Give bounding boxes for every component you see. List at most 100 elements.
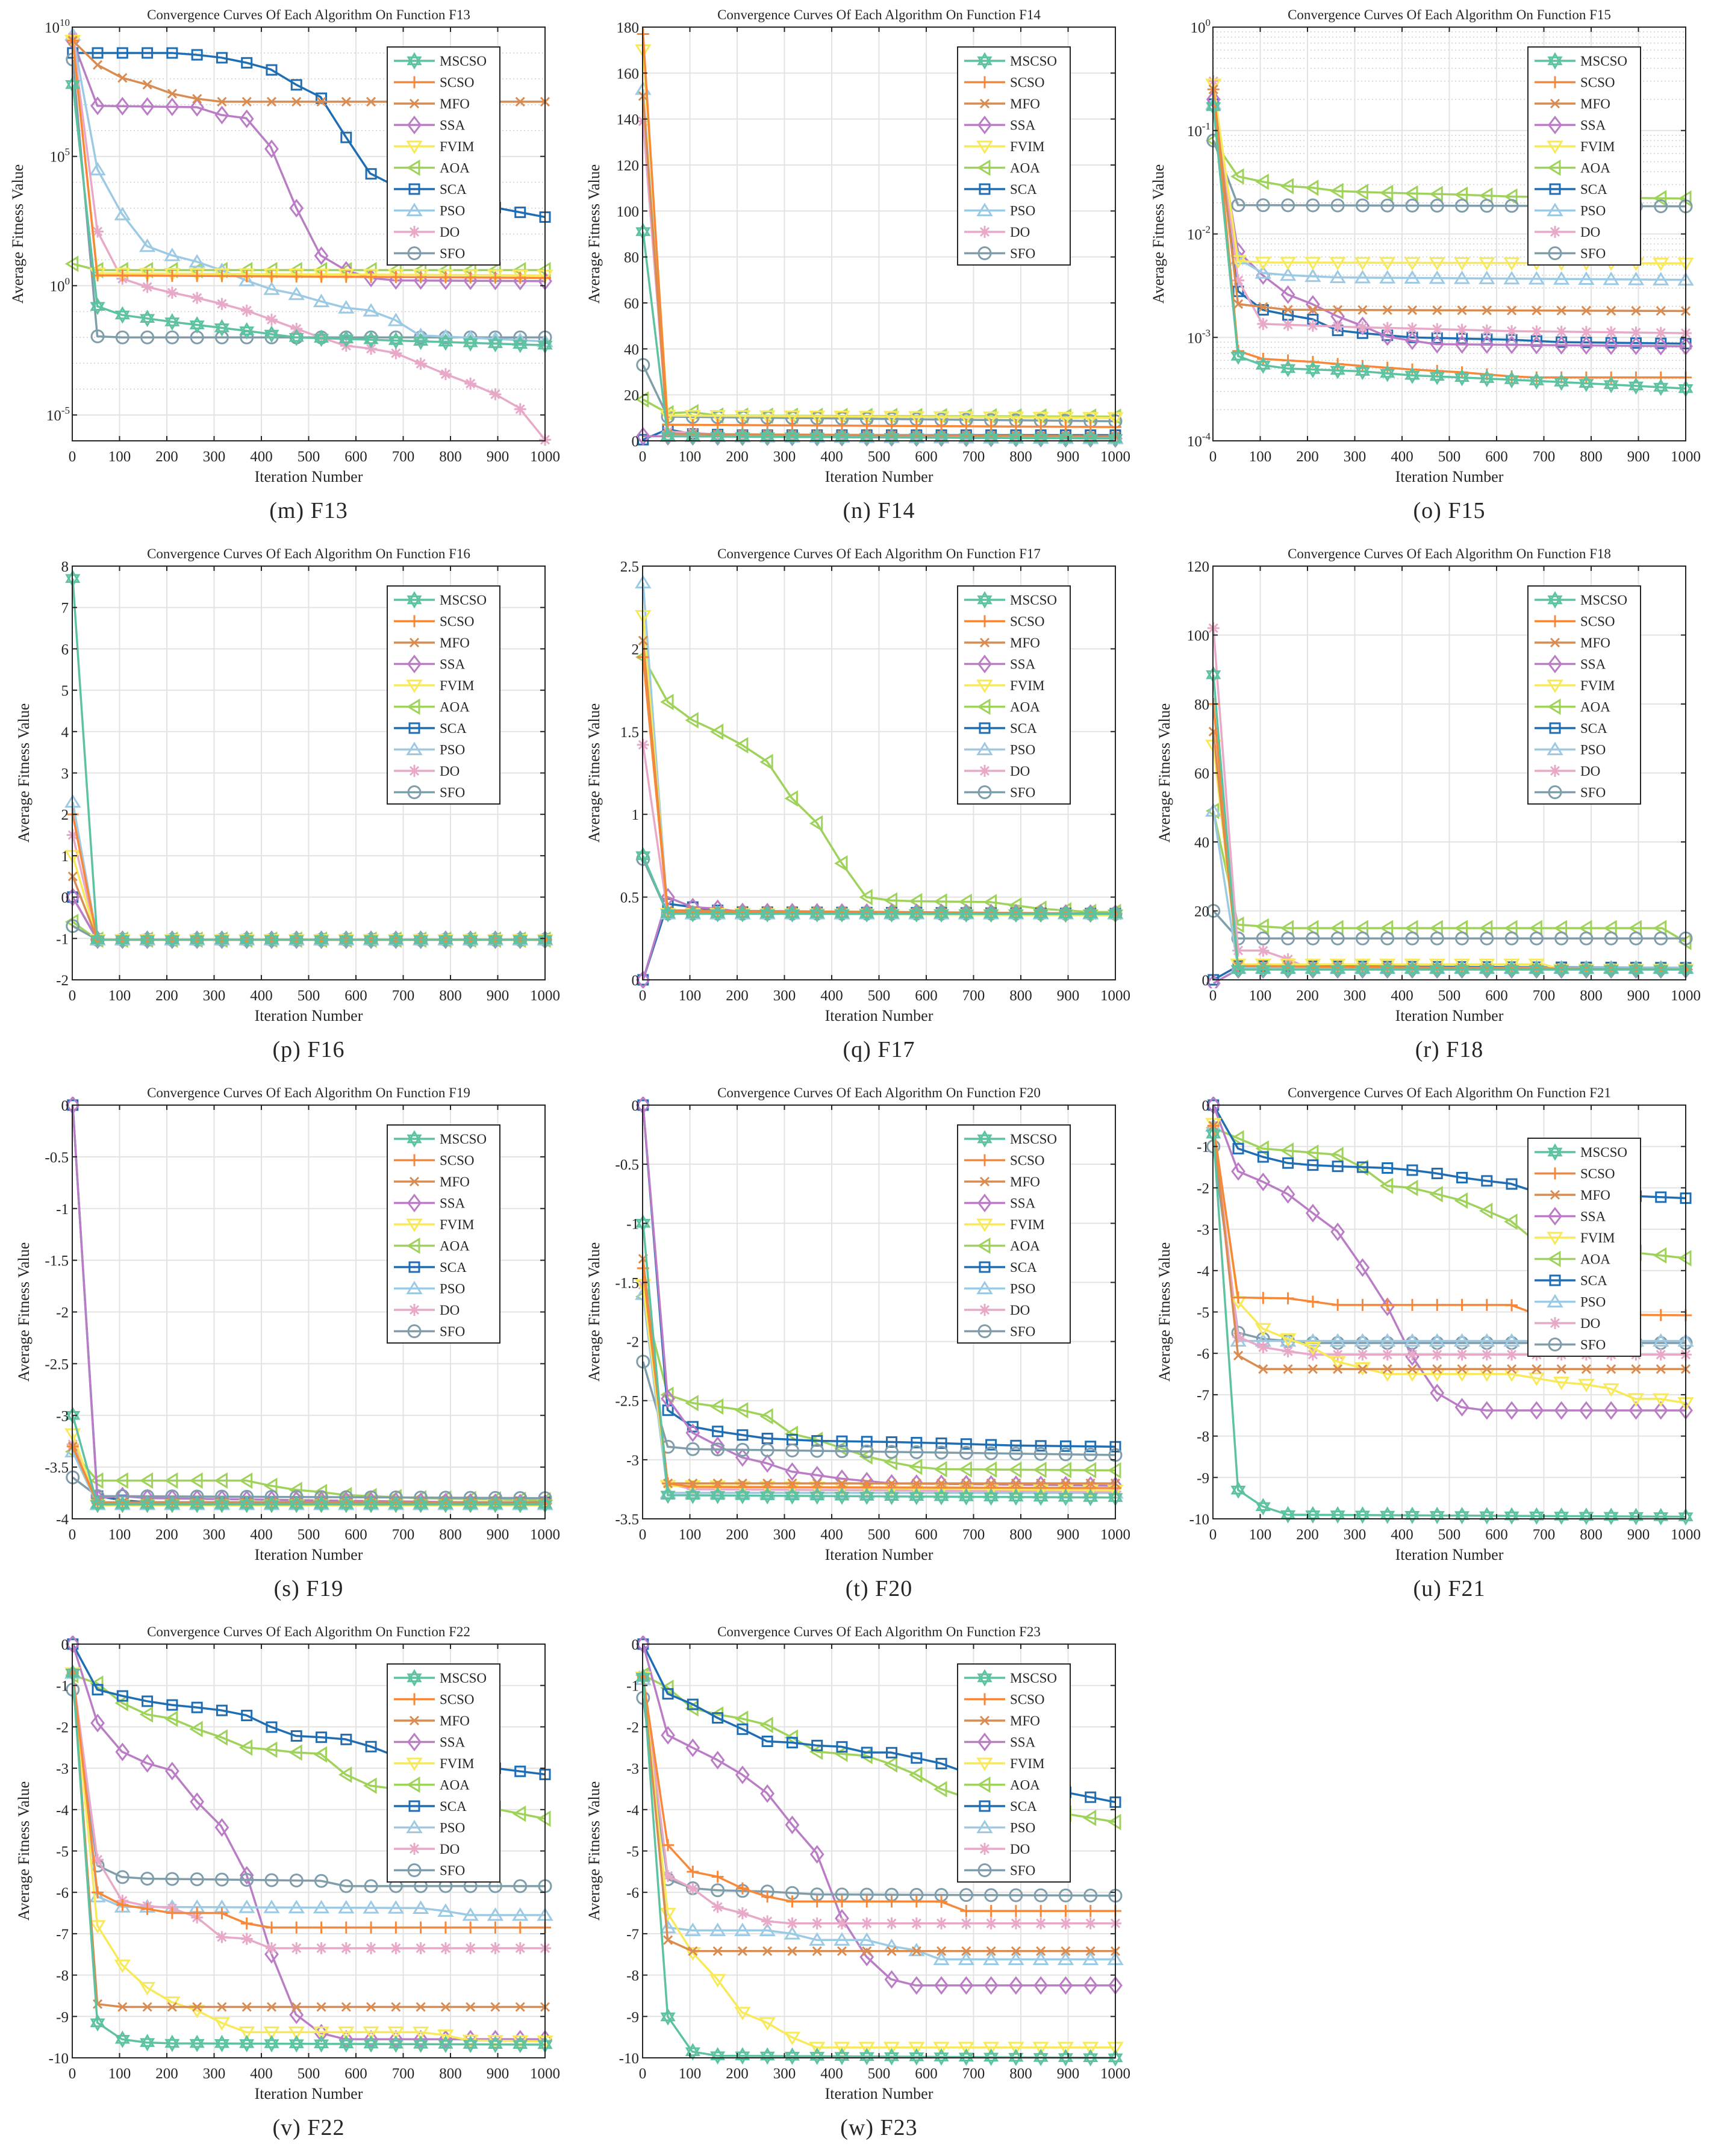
- x-axis-label: Iteration Number: [825, 468, 933, 485]
- y-tick-label: 1.5: [620, 724, 639, 741]
- legend-label: DO: [1010, 1303, 1030, 1318]
- subfigure-caption: (r) F18: [1415, 1037, 1484, 1062]
- y-tick-label: 20: [1194, 904, 1209, 920]
- legend-label: SCA: [1010, 182, 1037, 197]
- x-tick-label: 0: [69, 449, 76, 465]
- x-tick-label: 300: [773, 1527, 796, 1543]
- y-tick-label: 6: [61, 641, 69, 658]
- legend-label: MSCSO: [440, 1671, 487, 1686]
- y-tick-label: -6: [56, 1885, 69, 1901]
- y-axis-label: Average Fitness Value: [1156, 1242, 1173, 1382]
- x-tick-label: 1000: [1671, 449, 1701, 465]
- y-tick-label: -5: [1197, 1305, 1209, 1321]
- x-tick-label: 200: [726, 988, 749, 1004]
- x-tick-label: 300: [203, 2066, 226, 2082]
- y-tick-label: 80: [624, 250, 639, 266]
- x-tick-label: 1000: [530, 1527, 560, 1543]
- legend-label: AOA: [1580, 161, 1610, 176]
- legend-label: SSA: [440, 1196, 466, 1211]
- y-tick-label: 0: [61, 1098, 69, 1114]
- x-tick-label: 900: [487, 449, 510, 465]
- y-axis-label: Average Fitness Value: [1156, 703, 1173, 843]
- legend-label: SSA: [440, 1735, 466, 1750]
- y-axis-label: Average Fitness Value: [15, 703, 33, 843]
- x-tick-label: 900: [487, 1527, 510, 1543]
- y-tick-label: 4: [61, 724, 69, 741]
- x-tick-label: 700: [962, 449, 985, 465]
- legend-label: SCSO: [1580, 75, 1615, 90]
- legend-label: MFO: [440, 96, 470, 111]
- chart-title: Convergence Curves Of Each Algorithm On …: [1288, 546, 1611, 561]
- x-tick-label: 600: [344, 449, 367, 465]
- y-axis-label: Average Fitness Value: [15, 1242, 33, 1382]
- legend-label: SSA: [440, 118, 466, 133]
- x-axis-label: Iteration Number: [255, 468, 363, 485]
- x-tick-label: 800: [1009, 988, 1032, 1004]
- y-tick-label: 2.5: [620, 559, 639, 575]
- y-tick-label: 10-5: [46, 405, 70, 424]
- x-tick-label: 100: [1249, 1527, 1272, 1543]
- legend-label: MSCSO: [1580, 1145, 1627, 1160]
- y-axis-label: Average Fitness Value: [585, 1242, 603, 1382]
- legend-label: PSO: [440, 1821, 465, 1836]
- x-tick-label: 0: [639, 449, 647, 465]
- y-tick-label: 40: [624, 341, 639, 358]
- legend-label: MSCSO: [1010, 1132, 1057, 1147]
- legend-label: SCSO: [1580, 1167, 1615, 1182]
- x-tick-label: 800: [1580, 449, 1603, 465]
- legend-label: PSO: [1010, 1282, 1035, 1297]
- x-tick-label: 200: [155, 988, 178, 1004]
- subfigure-caption: (s) F19: [274, 1576, 344, 1601]
- x-tick-label: 1000: [1671, 1527, 1701, 1543]
- legend-label: SSA: [1010, 657, 1036, 672]
- chart-title: Convergence Curves Of Each Algorithm On …: [717, 7, 1041, 22]
- x-tick-label: 700: [1533, 1527, 1556, 1543]
- x-axis-label: Iteration Number: [255, 2085, 363, 2102]
- x-tick-label: 200: [726, 449, 749, 465]
- y-tick-label: 5: [61, 683, 69, 699]
- y-tick-label: 10-1: [1187, 120, 1211, 140]
- x-tick-label: 400: [820, 1527, 843, 1543]
- x-tick-label: 300: [203, 988, 226, 1004]
- x-tick-label: 900: [1057, 1527, 1080, 1543]
- y-tick-label: 100: [617, 204, 640, 220]
- y-tick-label: 105: [50, 146, 70, 166]
- legend-label: SCA: [440, 1799, 467, 1814]
- x-tick-label: 400: [820, 988, 843, 1004]
- x-tick-label: 400: [1391, 988, 1413, 1004]
- legend-label: DO: [1580, 225, 1600, 240]
- x-tick-label: 100: [108, 1527, 131, 1543]
- subfigure-caption: (n) F14: [843, 498, 915, 523]
- legend-label: FVIM: [1010, 139, 1045, 154]
- x-tick-label: 400: [1391, 1527, 1413, 1543]
- x-tick-label: 900: [1057, 449, 1080, 465]
- x-tick-label: 700: [392, 2066, 415, 2082]
- y-tick-label: -3: [626, 1453, 639, 1469]
- legend-label: SSA: [1580, 118, 1606, 133]
- y-tick-label: -2.5: [615, 1394, 639, 1410]
- x-tick-label: 600: [915, 449, 938, 465]
- legend-label: DO: [440, 1303, 460, 1318]
- legend-label: FVIM: [440, 139, 475, 154]
- y-tick-label: -2: [56, 1719, 69, 1736]
- x-tick-label: 1000: [1671, 988, 1701, 1004]
- y-tick-label: 1010: [45, 17, 70, 36]
- y-tick-label: 1: [632, 807, 640, 823]
- legend-label: FVIM: [1010, 678, 1045, 693]
- x-tick-label: 800: [439, 2066, 462, 2082]
- legend-label: MSCSO: [1580, 54, 1627, 69]
- x-tick-label: 100: [1249, 449, 1272, 465]
- y-tick-label: -4: [56, 1512, 69, 1528]
- y-tick-label: 0: [1202, 1098, 1210, 1114]
